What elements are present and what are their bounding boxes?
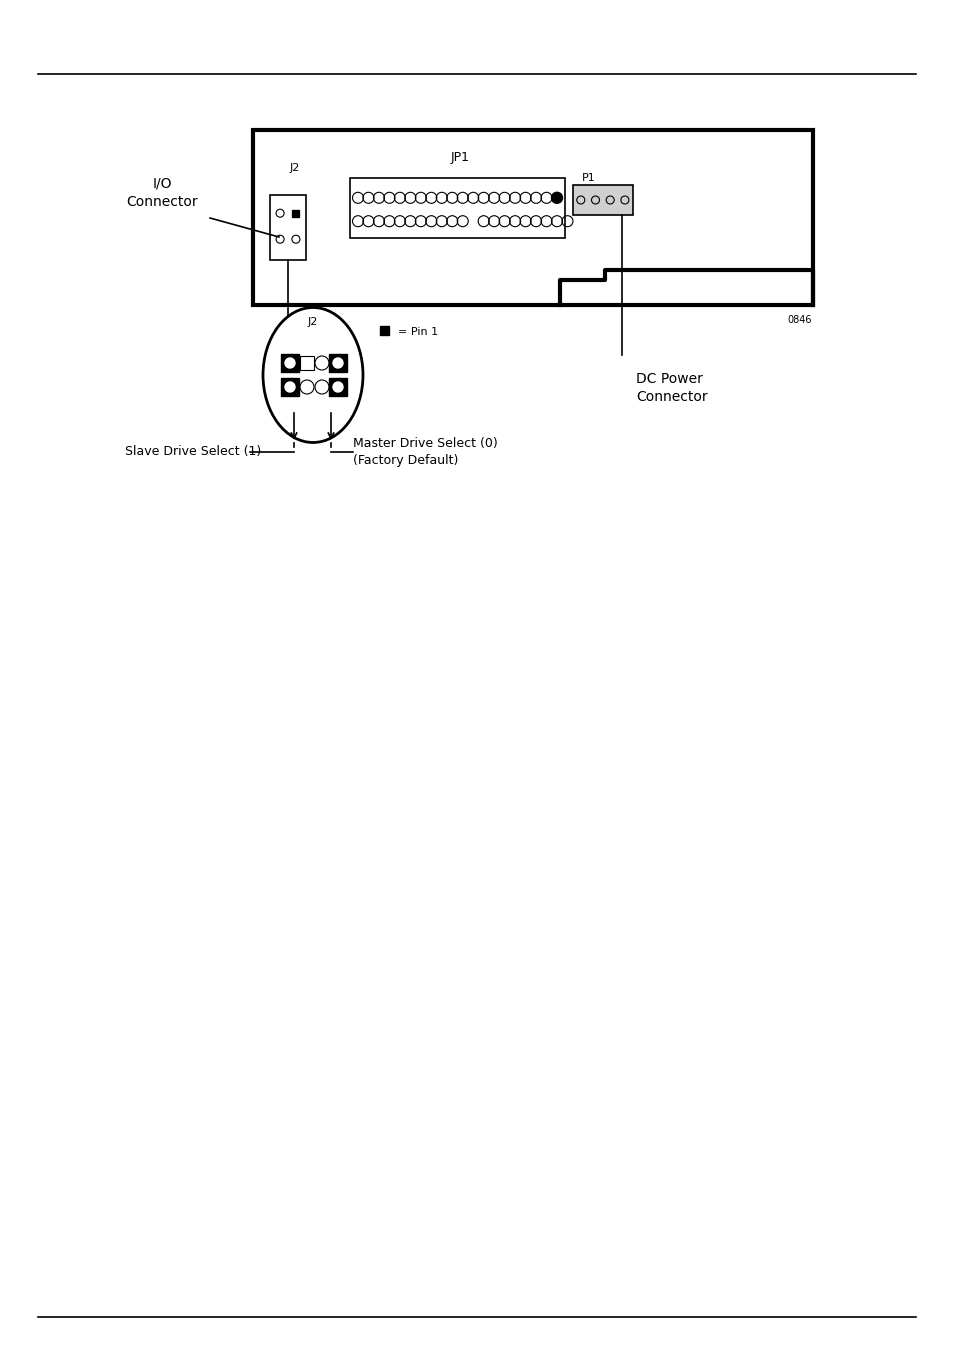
Text: Master Drive Select (0)
(Factory Default): Master Drive Select (0) (Factory Default…: [353, 437, 497, 467]
Text: J2: J2: [308, 318, 318, 327]
Text: Slave Drive Select (1): Slave Drive Select (1): [125, 445, 261, 459]
Bar: [329, 378, 347, 396]
Bar: [281, 378, 298, 396]
Bar: [379, 326, 389, 334]
Circle shape: [285, 382, 294, 392]
Circle shape: [285, 359, 294, 368]
Bar: [270, 194, 306, 260]
Text: J2: J2: [290, 163, 300, 172]
Ellipse shape: [263, 308, 363, 442]
Circle shape: [333, 359, 343, 368]
Text: P1: P1: [581, 172, 595, 183]
Bar: [281, 355, 298, 372]
Bar: [299, 356, 314, 370]
Text: DC Power
Connector: DC Power Connector: [636, 372, 707, 404]
Text: JP1: JP1: [450, 152, 469, 164]
Text: I/O
Connector: I/O Connector: [126, 177, 197, 209]
Bar: [253, 130, 812, 305]
Text: 0846: 0846: [787, 315, 811, 324]
Circle shape: [551, 192, 562, 204]
Bar: [573, 185, 633, 215]
Text: = Pin 1: = Pin 1: [397, 327, 437, 337]
Bar: [350, 178, 564, 238]
Bar: [329, 355, 347, 372]
Bar: [293, 209, 299, 216]
Circle shape: [333, 382, 343, 392]
